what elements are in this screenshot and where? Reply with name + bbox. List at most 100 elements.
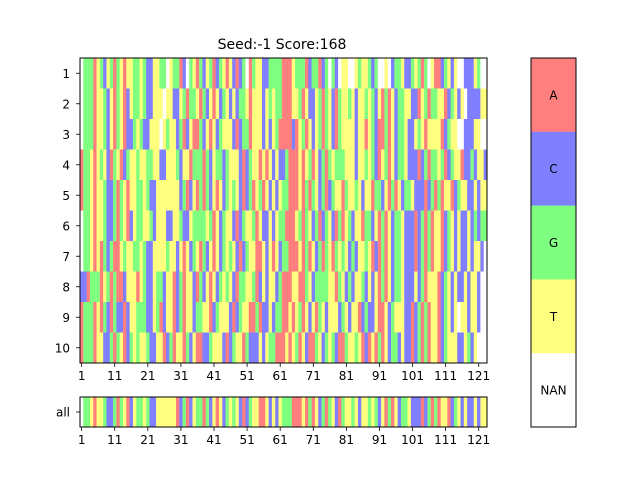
heatmap-cell xyxy=(377,58,382,89)
heatmap-cell xyxy=(265,332,269,364)
heatmap-cell xyxy=(420,119,425,150)
heatmap-cell xyxy=(338,58,342,89)
heatmap-cell xyxy=(434,302,438,333)
heatmap-cell xyxy=(414,302,418,333)
heatmap-cell xyxy=(457,241,461,272)
consensus-cell xyxy=(384,397,389,427)
heatmap-cell xyxy=(146,271,150,303)
heatmap-cell xyxy=(205,58,210,89)
heatmap-cell xyxy=(447,119,451,150)
heatmap-cell xyxy=(242,241,246,272)
heatmap-cell xyxy=(252,271,256,303)
heatmap-cell xyxy=(314,149,319,181)
heatmap-cell xyxy=(384,210,389,242)
heatmap-cell xyxy=(255,271,260,303)
heatmap-cell xyxy=(334,241,339,272)
heatmap-cell xyxy=(235,149,240,181)
heatmap-cell xyxy=(248,210,253,242)
heatmap-cell xyxy=(89,332,94,364)
heatmap-cell xyxy=(265,180,269,211)
heatmap-cell xyxy=(222,88,226,120)
heatmap-cell xyxy=(384,271,389,303)
heatmap-cell xyxy=(232,241,236,272)
heatmap-cell xyxy=(129,302,134,333)
heatmap-cell xyxy=(328,58,332,89)
heatmap-cell xyxy=(116,119,121,150)
heatmap-cell xyxy=(261,271,266,303)
heatmap-cell xyxy=(232,58,236,89)
heatmap-cell xyxy=(427,88,432,120)
heatmap-cell xyxy=(477,302,481,333)
heatmap-cell xyxy=(331,88,336,120)
heatmap-cell xyxy=(159,271,164,303)
heatmap-cell xyxy=(477,149,481,181)
heatmap-cell xyxy=(450,241,455,272)
heatmap-cell xyxy=(172,302,177,333)
heatmap-cell xyxy=(80,58,84,89)
heatmap-cell xyxy=(321,58,326,89)
heatmap-cell xyxy=(86,241,91,272)
consensus-cell xyxy=(377,397,382,427)
legend-label: C xyxy=(549,162,557,176)
heatmap-cell xyxy=(103,210,107,242)
heatmap-cell xyxy=(255,210,260,242)
heatmap-cell xyxy=(457,58,461,89)
heatmap-cell xyxy=(308,210,312,242)
heatmap-cell xyxy=(218,302,223,333)
heatmap-cell xyxy=(215,271,220,303)
heatmap-cell xyxy=(427,302,432,333)
heatmap-cell xyxy=(255,88,260,120)
heatmap-cell xyxy=(258,88,263,120)
heatmap-cell xyxy=(261,88,266,120)
heatmap-cell xyxy=(199,302,203,333)
heatmap-cell xyxy=(192,180,197,211)
heatmap-cell xyxy=(397,88,402,120)
heatmap-cell xyxy=(301,119,306,150)
heatmap-cell xyxy=(371,58,375,89)
heatmap-cell xyxy=(457,271,461,303)
heatmap-cell xyxy=(169,149,173,181)
heatmap-cell xyxy=(218,119,223,150)
consensus-cell xyxy=(414,397,418,427)
consensus-cell xyxy=(417,397,422,427)
heatmap-cell xyxy=(209,88,213,120)
heatmap-cell xyxy=(295,271,299,303)
heatmap-cell xyxy=(109,271,114,303)
heatmap-cell xyxy=(189,58,193,89)
heatmap-cell xyxy=(185,302,190,333)
heatmap-cell xyxy=(235,88,240,120)
heatmap-cell xyxy=(182,241,187,272)
x-tick-label: 11 xyxy=(107,369,122,383)
consensus-cell xyxy=(169,397,173,427)
heatmap-cell xyxy=(245,302,250,333)
heatmap-cell xyxy=(331,332,336,364)
heatmap-cell xyxy=(467,241,471,272)
heatmap-cell xyxy=(136,88,140,120)
heatmap-cell xyxy=(179,180,183,211)
heatmap-cell xyxy=(331,58,336,89)
heatmap-cell xyxy=(225,180,230,211)
heatmap-cell xyxy=(354,149,359,181)
heatmap-cell xyxy=(175,119,180,150)
heatmap-cell xyxy=(291,241,296,272)
heatmap-cell xyxy=(453,332,458,364)
heatmap-cell xyxy=(185,332,190,364)
heatmap-cell xyxy=(261,302,266,333)
heatmap-cell xyxy=(275,149,279,181)
heatmap-cell xyxy=(334,210,339,242)
heatmap-cell xyxy=(152,88,157,120)
heatmap-cell xyxy=(331,302,336,333)
consensus-cell xyxy=(288,397,293,427)
heatmap-cell xyxy=(175,149,180,181)
heatmap-cell xyxy=(245,332,250,364)
heatmap-cell xyxy=(404,119,408,150)
consensus-cell xyxy=(341,397,346,427)
heatmap-cell xyxy=(301,180,306,211)
heatmap-cell xyxy=(361,149,365,181)
heatmap-cell xyxy=(268,88,273,120)
heatmap-cell xyxy=(348,180,352,211)
heatmap-cell xyxy=(93,88,97,120)
heatmap-cell xyxy=(192,149,197,181)
heatmap-cell xyxy=(185,271,190,303)
consensus-cell xyxy=(142,397,147,427)
